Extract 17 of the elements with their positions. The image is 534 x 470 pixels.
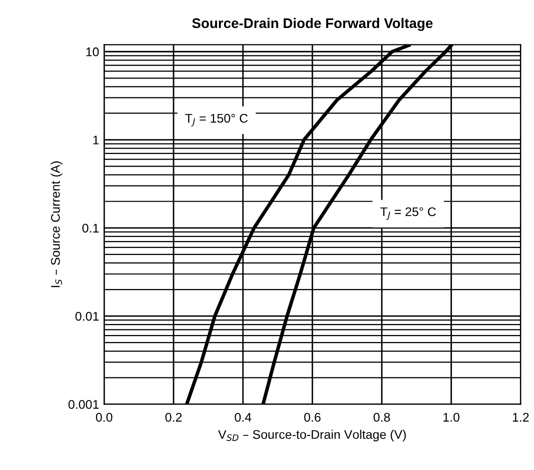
y-tick-label: 10 <box>86 47 99 56</box>
y-tick-label: 0.1 <box>82 224 99 233</box>
x-axis-title: V$_{SD}$ – Source-to-Drain Voltage (V) <box>218 430 406 442</box>
x-tick-label: 0.4 <box>234 412 252 422</box>
annotation: T$_{J}$ = 150° C <box>185 114 248 126</box>
x-tick-label: 0.2 <box>165 412 182 422</box>
y-axis-title: I$_{S}$ – Source Current (A) <box>50 161 62 288</box>
y-tick-label: 0.001 <box>68 400 99 409</box>
x-tick-label: 1.2 <box>512 412 529 422</box>
x-tick-label: 0.8 <box>374 412 390 422</box>
x-tick-label: 0.0 <box>96 412 112 422</box>
y-tick-label: 1 <box>93 136 99 144</box>
y-tick-label: 0.01 <box>75 312 99 321</box>
annotation: T$_{J}$ = 25° C <box>380 207 436 220</box>
x-tick-label: 0.6 <box>304 412 321 422</box>
chart-title: Source-Drain Diode Forward Voltage <box>192 18 433 31</box>
x-tick-label: 1.0 <box>443 412 460 422</box>
